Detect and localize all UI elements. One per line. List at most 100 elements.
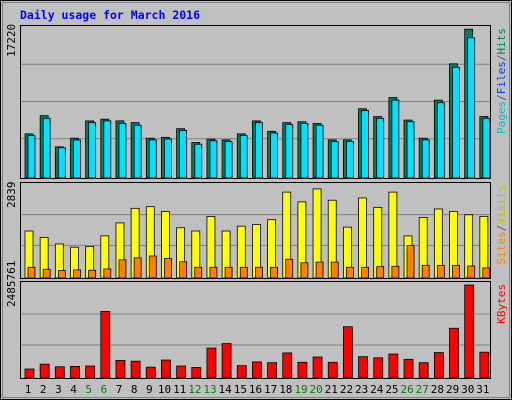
bar-kbytes-day-7 <box>115 360 126 379</box>
bar-files-day-15 <box>239 135 248 179</box>
bar-files-day-9 <box>148 139 157 179</box>
x-tick-label: 25 <box>385 383 398 396</box>
bar-kbytes-day-20 <box>312 356 323 379</box>
bar-kbytes-day-22 <box>342 326 353 379</box>
y-max-label: 17220 <box>5 24 18 57</box>
bar-files-day-21 <box>330 141 339 179</box>
bar-sites-day-11 <box>179 261 188 279</box>
bar-sites-day-19 <box>300 262 309 279</box>
x-tick-label: 18 <box>279 383 292 396</box>
x-tick-label: 11 <box>173 383 186 396</box>
bar-files-day-18 <box>285 123 294 179</box>
bar-files-day-26 <box>406 121 415 179</box>
x-tick-label: 15 <box>234 383 247 396</box>
bar-kbytes-day-11 <box>176 365 187 379</box>
bar-kbytes-day-18 <box>282 352 293 379</box>
bar-kbytes-day-12 <box>191 367 202 379</box>
panel-legend: Sites/Visits <box>495 185 508 265</box>
bar-sites-day-23 <box>361 266 369 279</box>
bar-kbytes-day-15 <box>236 365 247 379</box>
bar-sites-day-4 <box>73 269 81 279</box>
bar-kbytes-day-26 <box>403 358 414 379</box>
bar-kbytes-day-9 <box>145 366 156 379</box>
bar-kbytes-day-8 <box>130 360 141 379</box>
legend-entry: / <box>495 94 508 101</box>
bar-sites-day-9 <box>148 255 157 279</box>
bar-files-day-17 <box>270 132 278 179</box>
bar-sites-day-6 <box>103 268 112 279</box>
bar-files-day-24 <box>376 117 385 179</box>
bar-sites-day-3 <box>57 270 66 279</box>
legend-entry: Pages <box>495 101 508 134</box>
bar-kbytes-day-17 <box>267 362 277 379</box>
bar-kbytes-day-16 <box>252 361 262 379</box>
y-max-label: 2485761 <box>5 261 18 307</box>
x-tick-label: 29 <box>446 383 459 396</box>
x-tick-label: 24 <box>370 383 384 396</box>
bar-kbytes-day-24 <box>373 357 384 379</box>
bar-sites-day-25 <box>391 265 400 279</box>
bar-sites-day-5 <box>88 269 97 279</box>
bar-kbytes-day-28 <box>433 352 444 379</box>
bar-sites-day-24 <box>376 266 385 279</box>
bar-files-day-1 <box>27 135 36 179</box>
bar-kbytes-day-29 <box>449 327 459 379</box>
x-tick-label: 27 <box>416 383 429 396</box>
bar-sites-day-29 <box>452 264 460 279</box>
bar-sites-day-10 <box>164 258 172 279</box>
bar-kbytes-day-19 <box>297 361 308 379</box>
bar-kbytes-day-13 <box>206 347 217 379</box>
bar-sites-day-12 <box>194 266 203 279</box>
legend-entry: / <box>495 55 508 62</box>
bar-kbytes-day-31 <box>479 351 490 379</box>
x-tick-label: 4 <box>70 383 77 396</box>
legend-entry: Visits <box>495 185 508 225</box>
bar-sites-day-8 <box>133 257 142 279</box>
x-tick-label: 21 <box>325 383 338 396</box>
bar-sites-day-18 <box>285 258 294 279</box>
bar-kbytes-day-25 <box>388 353 399 379</box>
x-tick-label: 3 <box>55 383 62 396</box>
legend-entry: Files <box>495 61 508 94</box>
bar-files-day-23 <box>361 110 369 179</box>
bar-kbytes-day-2 <box>39 363 50 379</box>
x-tick-label: 28 <box>431 383 444 396</box>
bar-kbytes-day-14 <box>221 343 232 379</box>
bar-files-day-6 <box>103 120 112 179</box>
bar-kbytes-day-1 <box>24 368 35 379</box>
x-tick-label: 8 <box>131 383 138 396</box>
x-tick-label: 14 <box>219 383 233 396</box>
bar-files-day-16 <box>255 122 263 179</box>
legend-entry: Hits <box>495 28 508 55</box>
bar-kbytes-day-5 <box>85 365 96 379</box>
x-tick-label: 12 <box>188 383 201 396</box>
bar-kbytes-day-10 <box>161 359 171 379</box>
bar-sites-day-26 <box>406 245 415 279</box>
bar-sites-day-16 <box>255 266 263 279</box>
bar-files-day-28 <box>436 102 445 179</box>
bar-kbytes-day-21 <box>327 361 338 379</box>
x-tick-label: 13 <box>203 383 216 396</box>
bar-sites-day-14 <box>224 266 233 279</box>
bar-files-day-10 <box>164 138 172 179</box>
x-tick-label: 19 <box>294 383 307 396</box>
x-tick-label: 1 <box>25 383 32 396</box>
bar-sites-day-21 <box>330 261 339 279</box>
bar-files-day-5 <box>88 122 97 179</box>
x-tick-label: 31 <box>476 383 489 396</box>
bar-files-day-27 <box>421 139 430 179</box>
bar-sites-day-30 <box>467 265 476 279</box>
bar-sites-day-28 <box>436 264 445 279</box>
x-tick-label: 17 <box>264 383 277 396</box>
bar-kbytes-day-30 <box>464 284 475 379</box>
bar-kbytes-day-23 <box>358 356 368 379</box>
visits-panel: 2839 Sites/Visits <box>5 182 508 279</box>
x-tick-label: 26 <box>400 383 413 396</box>
bar-files-day-8 <box>133 124 142 179</box>
bar-sites-day-7 <box>118 259 127 279</box>
x-tick-label: 10 <box>158 383 171 396</box>
bar-kbytes-day-4 <box>70 366 80 379</box>
